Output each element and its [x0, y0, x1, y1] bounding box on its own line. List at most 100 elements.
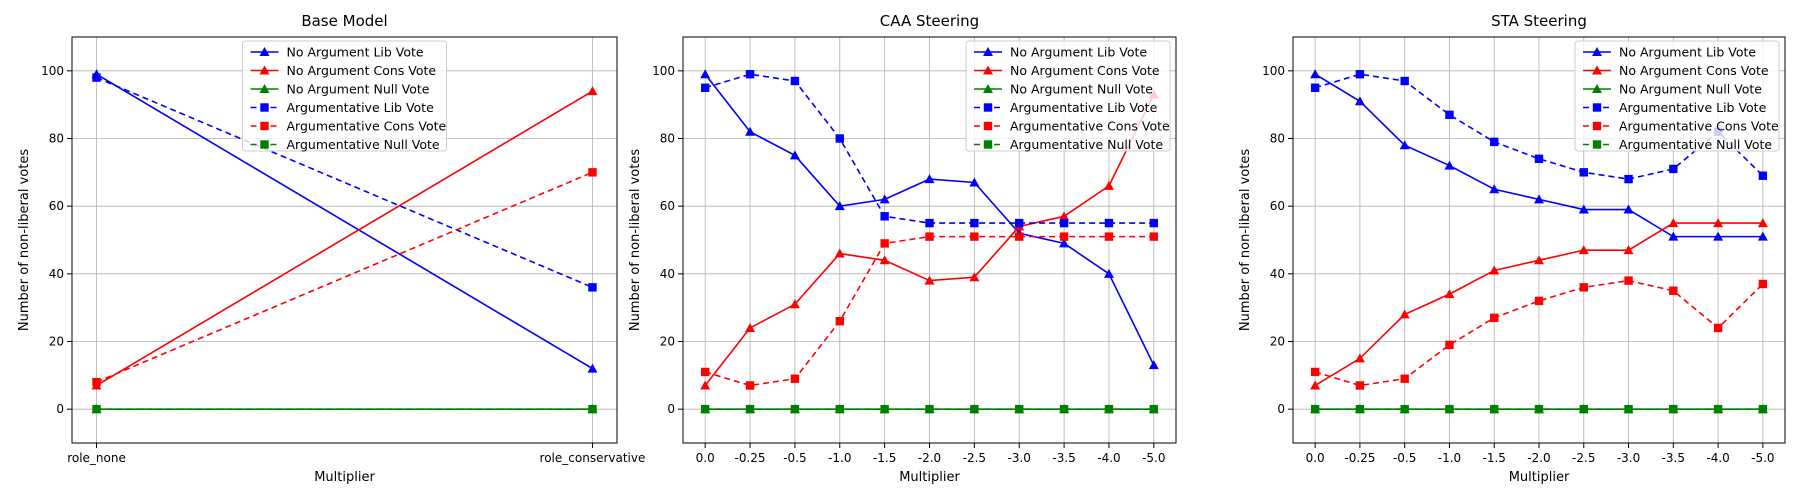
legend-label: No Argument Null Vote: [1619, 82, 1762, 97]
legend-label: No Argument Null Vote: [1010, 82, 1153, 97]
y-tick-label: 0: [667, 402, 675, 416]
data-point-argumentative-null-vote: [1355, 404, 1365, 414]
data-point-argumentative-null-vote: [700, 404, 710, 414]
x-tick-label: role_none: [67, 451, 126, 465]
data-point-legend-marker: [259, 84, 270, 93]
legend-entry-no-argument-null-vote: No Argument Null Vote: [974, 82, 1153, 97]
data-point-legend-marker: [1592, 47, 1602, 56]
data-point-legend-marker: [259, 47, 270, 56]
y-tick-label: 80: [660, 132, 675, 146]
data-point-argumentative-lib-vote: [1669, 164, 1678, 174]
data-point-argumentative-lib-vote: [1400, 76, 1409, 86]
legend-entry-argumentative-lib-vote: Argumentative Lib Vote: [1583, 100, 1767, 115]
data-point-no-argument-cons-vote: [1310, 380, 1321, 390]
x-tick-label: -1.5: [873, 451, 896, 465]
data-point-legend-marker: [983, 121, 993, 131]
data-point-argumentative-null-vote: [970, 404, 979, 414]
data-point-no-argument-cons-vote: [1578, 245, 1589, 255]
legend-entry-argumentative-null-vote: Argumentative Null Vote: [250, 137, 440, 152]
series-line-argumentative-lib-vote: [1314, 73, 1764, 180]
y-axis-label: Number of non-liberal votes: [17, 149, 32, 331]
chart-panel-2: 0.0 -0.25 -0.5 -1.0 -1.5 -2.0 -2.5 -3.0 -3.5 -4.0…: [628, 12, 1177, 485]
data-point-argumentative-lib-vote: [745, 70, 755, 79]
data-point-argumentative-cons-vote: [1400, 374, 1409, 383]
data-point-argumentative-null-vote: [1624, 404, 1633, 414]
x-tick-label: -0.5: [783, 451, 806, 465]
data-point-argumentative-lib-vote: [1490, 137, 1499, 147]
legend-label: No Argument Cons Vote: [287, 63, 437, 78]
data-point-legend-marker: [260, 121, 269, 131]
data-point-no-argument-lib-vote: [1148, 360, 1159, 370]
data-point-no-argument-cons-vote: [1059, 211, 1070, 221]
chart-title: STA Steering: [1491, 12, 1587, 30]
data-point-argumentative-null-vote: [1059, 404, 1069, 414]
data-point-no-argument-lib-vote: [1399, 140, 1410, 150]
legend: No Argument Lib Vote No Argument Cons Vot…: [1574, 40, 1780, 152]
data-point-argumentative-cons-vote: [1713, 323, 1723, 333]
data-point-no-argument-lib-vote: [924, 174, 935, 184]
data-point-argumentative-lib-vote: [588, 283, 597, 292]
y-tick-label: 0: [1277, 402, 1285, 416]
y-tick-label: 80: [1270, 132, 1285, 146]
data-point-no-argument-lib-vote: [969, 177, 980, 187]
y-tick-label: 40: [660, 267, 675, 281]
data-point-argumentative-null-vote: [1445, 404, 1454, 414]
data-point-legend-marker: [1592, 103, 1602, 112]
data-point-no-argument-lib-vote: [587, 363, 598, 373]
y-tick-label: 100: [41, 64, 64, 78]
data-point-argumentative-cons-vote: [1310, 367, 1320, 377]
legend-entry-argumentative-null-vote: Argumentative Null Vote: [974, 137, 1163, 152]
data-point-argumentative-cons-vote: [1758, 279, 1768, 289]
data-point-no-argument-cons-vote: [879, 255, 890, 265]
legend-entry-no-argument-lib-vote: No Argument Lib Vote: [974, 45, 1147, 60]
series-argumentative-null-vote: [700, 404, 1159, 414]
data-point-argumentative-lib-vote: [92, 73, 101, 82]
data-point-no-argument-lib-vote: [1757, 231, 1768, 241]
data-point-no-argument-lib-vote: [700, 69, 711, 79]
series-line-argumentative-cons-vote: [96, 171, 593, 383]
data-point-argumentative-cons-vote: [880, 239, 889, 248]
legend-entry-no-argument-lib-vote: No Argument Lib Vote: [1583, 45, 1756, 60]
legend-label: No Argument Cons Vote: [1619, 63, 1769, 78]
legend-box: [1574, 40, 1780, 152]
data-point-argumentative-cons-vote: [1445, 340, 1454, 350]
data-point-argumentative-null-vote: [1669, 404, 1678, 414]
x-tick-label: -3.5: [1052, 451, 1075, 465]
series-no-argument-cons-vote: [1310, 218, 1768, 390]
x-axis-label: Multiplier: [899, 470, 960, 485]
data-point-legend-marker: [1592, 65, 1602, 75]
data-point-argumentative-null-vote: [1490, 404, 1499, 414]
series-line-no-argument-cons-vote: [96, 90, 593, 387]
x-tick-label: -1.0: [1438, 451, 1461, 465]
data-point-argumentative-null-vote: [92, 404, 101, 414]
y-tick-label: 60: [660, 199, 675, 213]
x-tick-label: 0.0: [1306, 451, 1325, 465]
data-point-no-argument-cons-vote: [1668, 218, 1679, 228]
data-point-legend-marker: [260, 140, 269, 149]
data-point-no-argument-lib-vote: [879, 194, 890, 204]
data-point-legend-marker: [983, 47, 993, 56]
x-tick-label: -1.0: [828, 451, 851, 465]
legend-entry-argumentative-lib-vote: Argumentative Lib Vote: [250, 100, 434, 115]
x-tick-label: -2.0: [1527, 451, 1550, 465]
data-point-no-argument-cons-vote: [924, 275, 935, 285]
data-point-argumentative-null-vote: [1149, 404, 1159, 414]
x-axis-label: Multiplier: [1509, 470, 1570, 485]
data-point-no-argument-lib-vote: [1489, 184, 1500, 194]
data-point-legend-marker: [983, 140, 993, 149]
data-point-no-argument-lib-vote: [1578, 204, 1589, 214]
data-point-no-argument-cons-vote: [587, 86, 598, 96]
data-point-legend-marker: [260, 103, 269, 112]
data-point-no-argument-cons-vote: [1444, 289, 1455, 299]
data-point-argumentative-null-vote: [1400, 404, 1409, 414]
legend-label: Argumentative Null Vote: [1619, 137, 1772, 152]
data-point-legend-marker: [983, 65, 993, 75]
data-point-argumentative-cons-vote: [1534, 296, 1544, 306]
data-point-legend-marker: [259, 65, 270, 75]
series-argumentative-lib-vote: [92, 73, 597, 292]
y-tick-label: 40: [49, 267, 64, 281]
data-point-argumentative-lib-vote: [1758, 171, 1768, 180]
data-point-argumentative-cons-vote: [1579, 283, 1588, 292]
legend-entry-argumentative-cons-vote: Argumentative Cons Vote: [250, 119, 447, 134]
data-point-argumentative-lib-vote: [1355, 70, 1365, 79]
